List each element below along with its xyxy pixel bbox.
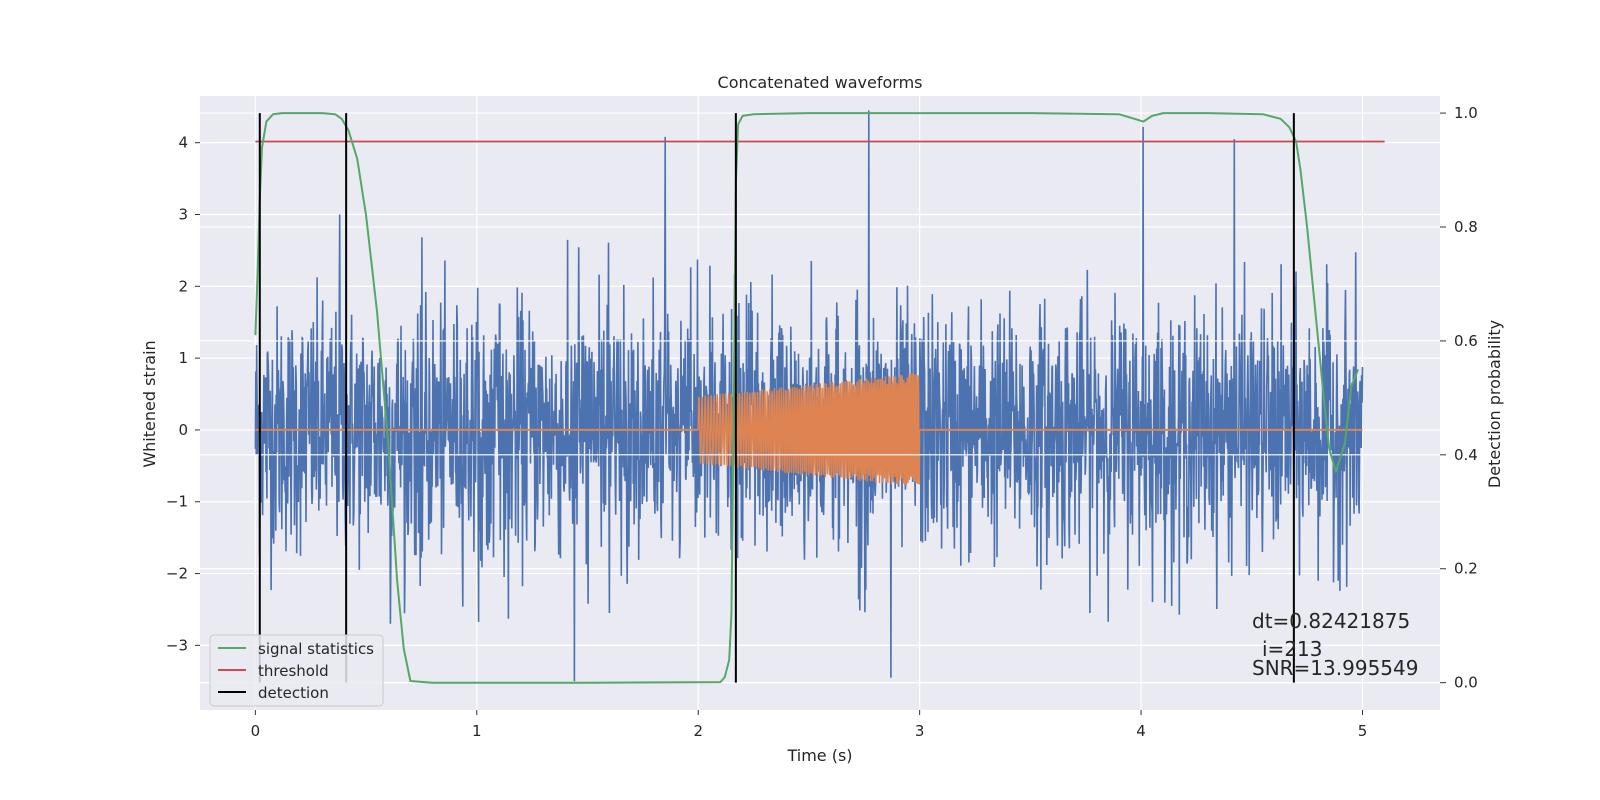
legend-label-threshold: threshold [258,662,329,680]
y-right-axis-label: Detection probability [1485,320,1504,488]
legend-label-signal-statistics: signal statistics [258,640,374,658]
y-right-tick-label: 1.0 [1454,104,1478,122]
plot-lines [200,110,1440,684]
y-tick-label: −3 [166,636,188,654]
y-tick-label: 2 [178,277,188,295]
y-tick-label: 3 [178,205,188,223]
annotation-dt: dt=0.82421875 [1252,609,1410,633]
y-axis-label: Whitened strain [140,340,159,467]
legend-box [209,634,384,707]
legend: signal statistics threshold detection [209,634,384,707]
y-tick-label: 1 [178,349,188,367]
annotation-i: i=213 [1262,637,1323,661]
y-right-tick-label: 0.6 [1454,332,1478,350]
y-tick-label: −2 [166,565,188,583]
x-tick-label: 0 [251,722,261,740]
y-tick-label: 0 [178,421,188,439]
y-tick-label: 4 [178,134,188,152]
y-tick-labels: −3 −2 −1 0 1 2 3 4 [166,134,200,654]
y-tick-label: −1 [166,493,188,511]
annotation-snr: SNR=13.995549 [1252,656,1418,680]
chart-title: Concatenated waveforms [718,73,923,92]
x-tick-label: 5 [1358,722,1368,740]
y-right-tick-label: 0.8 [1454,218,1478,236]
x-tick-labels: 0 1 2 3 4 5 [251,710,1368,740]
x-axis-label: Time (s) [786,746,852,765]
y-right-tick-label: 0.4 [1454,446,1478,464]
x-tick-label: 4 [1136,722,1146,740]
annotations: dt=0.82421875 i=213 SNR=13.995549 [1252,609,1418,680]
y-right-tick-label: 0.2 [1454,560,1478,578]
x-tick-label: 3 [915,722,925,740]
series-line-signal-statistics [254,112,1360,684]
x-tick-label: 1 [472,722,482,740]
y-right-tick-labels: 0.0 0.2 0.4 0.6 0.8 1.0 [1440,104,1478,692]
y-right-tick-label: 0.0 [1454,674,1478,692]
x-tick-label: 2 [693,722,703,740]
legend-label-detection: detection [258,684,329,702]
